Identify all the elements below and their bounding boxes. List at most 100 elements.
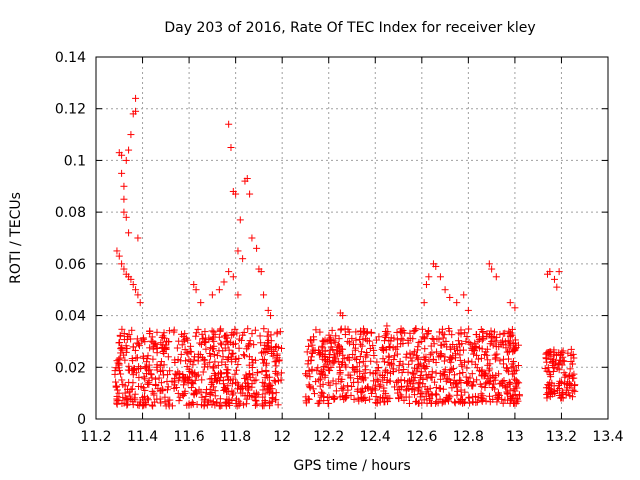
data-point [160, 371, 168, 379]
data-point [501, 396, 509, 404]
data-point [366, 344, 374, 352]
data-point [357, 340, 365, 348]
data-point [383, 368, 391, 376]
data-point [189, 380, 197, 388]
data-point [427, 373, 435, 381]
data-point [321, 373, 329, 381]
data-point [256, 332, 264, 340]
data-point [265, 380, 273, 388]
data-point [410, 377, 418, 385]
data-point [472, 343, 480, 351]
data-point [227, 353, 235, 361]
data-point [516, 392, 524, 400]
data-point [440, 357, 448, 365]
data-point [482, 397, 490, 405]
data-point [348, 383, 356, 391]
data-point [229, 389, 237, 397]
data-point [183, 363, 191, 371]
data-point [546, 389, 554, 397]
data-point [382, 389, 390, 397]
data-point [314, 364, 322, 372]
data-point [127, 385, 135, 393]
data-point [250, 390, 258, 398]
data-point [562, 371, 570, 379]
y-tick-labels: 0 0.02 0.04 0.06 0.08 0.1 0.12 0.14 [55, 50, 86, 428]
data-point [426, 351, 434, 359]
data-point [492, 343, 500, 351]
data-point [559, 347, 567, 355]
data-point [249, 371, 257, 379]
data-point [225, 346, 233, 354]
data-point [352, 336, 360, 344]
data-point [437, 341, 445, 349]
data-point [211, 371, 219, 379]
data-point [463, 379, 471, 387]
data-point [221, 332, 229, 340]
data-point [400, 366, 408, 374]
data-point [147, 337, 155, 345]
data-point [318, 342, 326, 350]
data-point [410, 370, 418, 378]
data-point [514, 397, 522, 405]
grid-lines [96, 57, 608, 419]
data-point [334, 341, 342, 349]
data-point [556, 356, 564, 364]
data-point [239, 331, 247, 339]
x-tick-labels: 11.2 11.4 11.6 11.8 12 12.2 12.4 12.6 12.8 13 13.2… [80, 429, 623, 445]
data-point [389, 344, 397, 352]
data-point [325, 393, 333, 401]
data-point [156, 395, 164, 403]
data-point [438, 325, 446, 333]
data-point [151, 375, 159, 383]
data-point [139, 352, 147, 360]
data-point [118, 325, 126, 333]
y-tick-label: 0.04 [55, 309, 86, 325]
data-point [214, 361, 222, 369]
data-point [413, 365, 421, 373]
data-point [340, 355, 348, 363]
data-point [344, 371, 352, 379]
data-point [458, 391, 466, 399]
x-tick-label: 12.8 [453, 429, 484, 445]
data-point [367, 357, 375, 365]
data-point [546, 385, 554, 393]
data-point [228, 329, 236, 337]
data-point [141, 392, 149, 400]
data-point [271, 343, 279, 351]
data-point [474, 355, 482, 363]
data-point [338, 361, 346, 369]
data-point [432, 390, 440, 398]
data-point [272, 389, 280, 397]
data-point [437, 350, 445, 358]
data-point [177, 357, 185, 365]
data-point [570, 370, 578, 378]
data-point [402, 353, 410, 361]
data-point [118, 260, 126, 268]
data-point [494, 390, 502, 398]
axis-ticks [95, 56, 609, 420]
data-point [455, 397, 463, 405]
data-point [542, 354, 550, 362]
data-point [231, 355, 239, 363]
y-tick-label: 0.12 [55, 102, 86, 118]
data-point [184, 350, 192, 358]
data-point [196, 339, 204, 347]
data-point [232, 395, 240, 403]
data-point [447, 358, 455, 366]
data-point [454, 387, 462, 395]
data-point [446, 393, 454, 401]
data-point [269, 352, 277, 360]
data-point [393, 343, 401, 351]
data-point [231, 370, 239, 378]
data-point [567, 345, 575, 353]
data-point [319, 380, 327, 388]
data-point [456, 356, 464, 364]
data-point [338, 375, 346, 383]
data-point [546, 268, 554, 276]
data-point [353, 363, 361, 371]
data-point [491, 351, 499, 359]
data-points [111, 94, 579, 410]
data-point [425, 327, 433, 335]
data-point [227, 338, 235, 346]
data-point [306, 373, 314, 381]
